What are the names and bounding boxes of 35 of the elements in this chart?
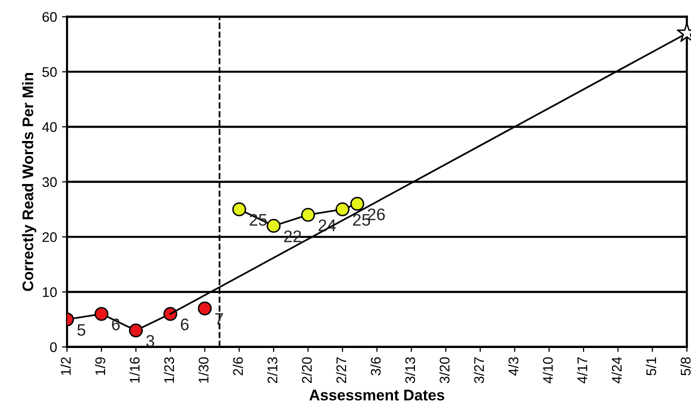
y-tick-label: 60 xyxy=(42,12,57,22)
x-tick-label: 1/23 xyxy=(164,357,174,383)
x-tick-label: 4/10 xyxy=(542,357,553,384)
y-axis-title: Correctly Read Words Per Min xyxy=(22,72,36,292)
x-tick-label: 4/24 xyxy=(612,357,622,384)
x-tick-label: 4/17 xyxy=(577,357,588,384)
y-tick-label: 20 xyxy=(42,232,57,242)
data-label: 25 xyxy=(353,214,370,226)
y-tick-label: 0 xyxy=(50,342,57,352)
data-label: 6 xyxy=(112,318,120,330)
data-label: 6 xyxy=(180,318,189,330)
x-tick-label: 2/6 xyxy=(232,357,243,376)
data-label: 3 xyxy=(146,335,154,347)
x-tick-label: 3/20 xyxy=(439,357,450,384)
x-tick-label: 1/9 xyxy=(94,357,106,375)
data-label: 26 xyxy=(368,208,385,220)
x-tick-label: 5/8 xyxy=(680,357,691,376)
x-axis-title: Assessment Dates xyxy=(309,390,444,400)
y-tick-label: 40 xyxy=(42,122,57,132)
x-tick-label: 2/20 xyxy=(302,357,312,383)
x-tick-label: 1/2 xyxy=(60,357,71,375)
x-tick-label: 1/16 xyxy=(129,357,140,383)
data-label: 5 xyxy=(77,324,86,336)
x-tick-label: 5/1 xyxy=(646,357,656,376)
x-tick-label: 3/6 xyxy=(370,357,381,376)
x-tick-label: 4/3 xyxy=(508,357,518,376)
x-tick-label: 3/13 xyxy=(404,357,416,384)
x-tick-label: 1/30 xyxy=(198,357,208,383)
x-tick-label: 2/13 xyxy=(267,357,278,383)
y-tick-label: 30 xyxy=(42,177,57,187)
y-tick-label: 10 xyxy=(42,287,57,298)
y-tick-label: 50 xyxy=(42,67,57,77)
x-tick-label: 2/27 xyxy=(336,357,346,383)
data-label: 7 xyxy=(215,313,223,325)
x-tick-label: 3/27 xyxy=(474,357,484,384)
